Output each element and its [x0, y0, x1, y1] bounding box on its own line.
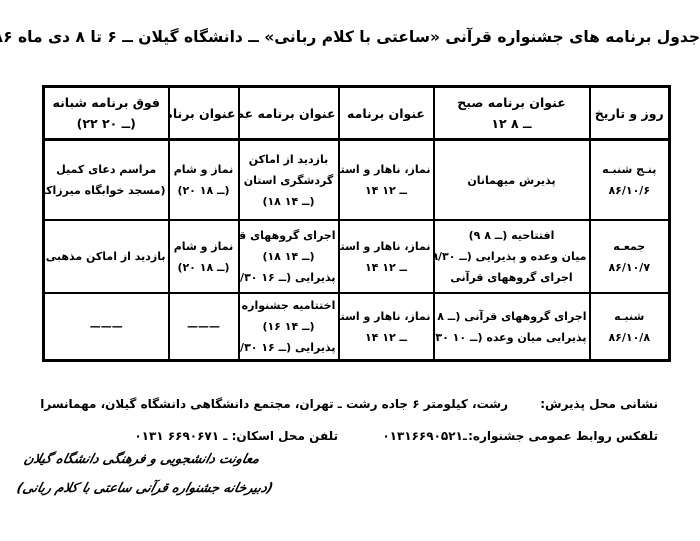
cell-night: بازدید از اماکن مذهبی استان: [42, 219, 170, 294]
header-afternoon: عنوان برنامه عصر: [237, 85, 340, 141]
program-hours: (۱۸ ــ ۱۴): [262, 194, 315, 208]
telefax-number: ۰۱۳۱ـ۶۶۹۰۵۲۱: [382, 429, 467, 443]
header-label: عنوان برنامه صبح: [457, 95, 566, 110]
program-hours: ۱۴ ــ ۱۲: [364, 330, 408, 344]
table-row-saturday: شنبـه ۸۶/۱۰/۸ اجرای گروههای قرآنی (۱۲ ــ…: [42, 292, 671, 362]
program-text: پذیرایی میان وعده: [486, 330, 587, 344]
program-text: پذیرش میهمانان: [467, 173, 556, 187]
program-hours: (۱۶/۳۰ ــ ۱۶): [240, 341, 292, 354]
date-value: ۸۶/۱۰/۶: [608, 184, 651, 197]
header-row: روز و تاریخ عنوان برنامه صبح ۱۲ ــ ۸ عنو…: [42, 85, 671, 141]
empty-dash: ———: [89, 320, 123, 333]
table-row-thursday: پنـج شنبـه ۸۶/۱۰/۶ پذیرش میهمانان نماز، …: [42, 138, 671, 221]
program-hours: (۲۰ ــ ۱۸): [177, 184, 230, 197]
cell-noon: نماز، ناهار و استراحت ۱۴ ــ ۱۲: [337, 292, 435, 362]
program-text: اجرای گروههای قرآنی: [239, 229, 336, 242]
program-text: نماز و شام: [173, 163, 234, 176]
program-text: نماز، ناهار و استراحت: [340, 163, 431, 176]
table-row-friday: جمعـه ۸۶/۱۰/۷ افتتاحیه (۹ ــ ۸) میان وعد…: [42, 219, 671, 294]
header-evening: عنوان برنامه: [167, 85, 240, 141]
header-label: عنوان برنامه عصر: [241, 105, 336, 121]
header-morning: عنوان برنامه صبح ۱۲ ــ ۸: [432, 85, 591, 141]
lodging-number: ۰۱۳۱ ـ ۶۶۹۰۶۷۱: [134, 429, 228, 443]
program-text: نماز و شام: [173, 239, 234, 253]
program-hours: (۱۰ ــ ۹/۳۰): [433, 250, 472, 263]
day-name: شنبـه: [614, 309, 645, 323]
header-label: عنوان برنامه: [347, 105, 425, 121]
cell-night-empty: ———: [42, 292, 170, 362]
cell-evening: نماز و شام (۲۰ ــ ۱۸): [167, 219, 240, 294]
program-text: گردشگری استان: [243, 173, 334, 187]
program-text: پذیرایی: [295, 271, 336, 284]
program-hours: (۱۰/۳۰ ــ ۱۰): [435, 330, 483, 344]
header-morning-hours: ۱۲ ــ ۸: [491, 116, 532, 131]
header-label: فوق برنامه شبانه: [52, 95, 160, 110]
program-hours: (۹ ــ ۸): [468, 229, 508, 242]
cell-day-date: شنبـه ۸۶/۱۰/۸: [588, 292, 671, 362]
header-noon: عنوان برنامه: [337, 85, 435, 141]
telefax-label: تلفکس روابط عمومی جشنواره:: [468, 429, 658, 443]
program-text: بازدید از اماکن: [248, 152, 329, 166]
program-text: افتتاحیه: [511, 229, 555, 242]
signature-line-2: (دبیرخانه جشنواره قرآنی ساعتی با کلام رب…: [15, 481, 275, 496]
header-night-hours: (۲۲ ــ ۲۰): [76, 116, 136, 131]
program-text: میان وعده و پذیرایی: [475, 250, 587, 263]
program-text: نماز، ناهار و استراحت: [340, 309, 431, 323]
day-name: پنـج شنبـه: [602, 163, 657, 176]
program-hours: (۲۰ ــ ۱۸): [177, 260, 230, 274]
cell-morning: پذیرش میهمانان: [432, 138, 591, 221]
address-value: رشت، کیلومتر ۶ جاده رشت ـ تهران، مجتمع د…: [40, 397, 508, 411]
cell-day-date: پنـج شنبـه ۸۶/۱۰/۶: [588, 138, 671, 221]
program-text: پذیرایی: [295, 341, 336, 354]
address-label: نشانی محل پذیرش:: [540, 397, 658, 411]
program-text: اختتامیه جشنواره: [241, 299, 336, 312]
cell-night: مراسم دعای کمیل (مسجد خوابگاه میرزاکوچک): [42, 138, 170, 221]
header-label: روز و تاریخ: [594, 105, 664, 121]
program-text: اجرای گروههای قرآنی: [450, 271, 573, 284]
page-title: جدول برنامه های جشنواره قرآنی «ساعتی با …: [0, 28, 700, 46]
cell-afternoon: اجرای گروههای قرآنی (۱۸ ــ ۱۴) پذیرایی (…: [237, 219, 340, 294]
cell-day-date: جمعـه ۸۶/۱۰/۷: [588, 219, 671, 294]
cell-afternoon: اختتامیه جشنواره (۱۶ ــ ۱۴) پذیرایی (۱۶/…: [237, 292, 340, 362]
program-hours: (۱۲ ــ ۸): [436, 309, 461, 323]
header-day-date: روز و تاریخ: [588, 85, 671, 141]
day-name: جمعـه: [613, 239, 646, 253]
program-text: (مسجد خوابگاه میرزاکوچک): [46, 184, 166, 197]
header-label: عنوان برنامه: [171, 105, 236, 121]
header-night: فوق برنامه شبانه (۲۲ ــ ۲۰): [42, 85, 170, 141]
program-hours: ۱۴ ــ ۱۲: [364, 184, 408, 197]
program-hours: (۱۶/۳۰ ــ ۱۶): [240, 271, 292, 284]
cell-afternoon: بازدید از اماکن گردشگری استان (۱۸ ــ ۱۴): [237, 138, 340, 221]
program-text: بازدید از اماکن مذهبی استان: [45, 250, 166, 263]
cell-morning: اجرای گروههای قرآنی (۱۲ ــ ۸) پذیرایی می…: [432, 292, 591, 362]
program-text: اجرای گروههای قرآنی: [464, 309, 587, 323]
cell-noon: نماز، ناهار و استراحت ۱۴ ــ ۱۲: [337, 219, 435, 294]
program-hours: ۱۴ ــ ۱۲: [364, 260, 408, 274]
program-hours: (۱۶ ــ ۱۴): [262, 320, 315, 333]
cell-morning: افتتاحیه (۹ ــ ۸) میان وعده و پذیرایی (۱…: [432, 219, 591, 294]
lodging-label: تلفن محل اسکان:: [231, 429, 338, 443]
program-text: نماز، ناهار و استراحت: [340, 239, 431, 253]
cell-noon: نماز، ناهار و استراحت ۱۴ ــ ۱۲: [337, 138, 435, 221]
empty-dash: ———: [187, 320, 220, 333]
lodging-phone: تلفن محل اسکان: ۰۱۳۱ ـ ۶۶۹۰۶۷۱: [134, 429, 338, 443]
signature-block: معاونت دانشجویی و فرهنگی دانشگاه گیلان (…: [12, 452, 366, 510]
schedule-table: روز و تاریخ عنوان برنامه صبح ۱۲ ــ ۸ عنو…: [42, 85, 671, 362]
program-text: مراسم دعای کمیل: [56, 163, 157, 176]
program-hours: (۱۸ ــ ۱۴): [262, 250, 315, 263]
date-value: ۸۶/۱۰/۸: [608, 330, 651, 344]
cell-evening-empty: ———: [167, 292, 240, 362]
date-value: ۸۶/۱۰/۷: [608, 260, 651, 274]
signature-line-1: معاونت دانشجویی و فرهنگی دانشگاه گیلان: [22, 452, 262, 467]
cell-evening: نماز و شام (۲۰ ــ ۱۸): [167, 138, 240, 221]
